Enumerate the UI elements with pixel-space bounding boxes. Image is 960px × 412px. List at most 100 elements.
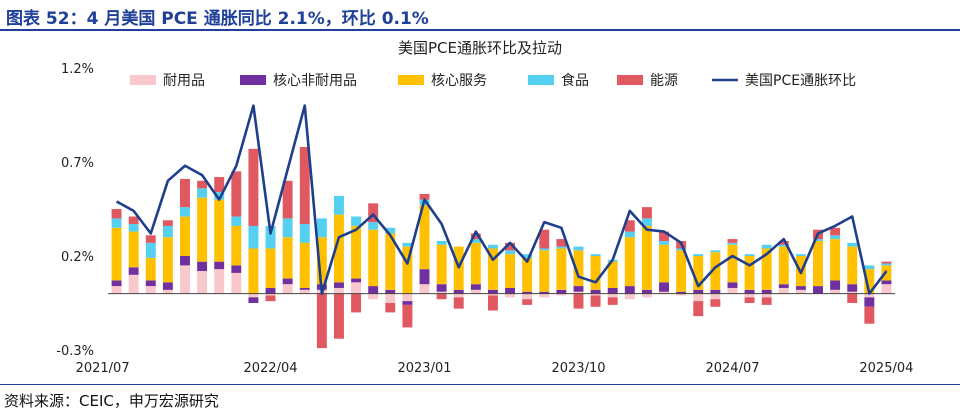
bar-segment [214,177,225,193]
bar-segment [847,284,858,292]
bar-segment [487,293,498,296]
bar-segment [316,218,327,238]
bar-segment [351,225,362,279]
bar-segment [436,244,447,285]
bar-segment [145,257,156,281]
bar-segment [299,287,310,290]
bar-segment [556,246,567,249]
bar-segment [813,286,823,294]
legend-swatch [240,75,266,85]
bar-segment [778,246,789,285]
bar-segment [727,244,738,283]
bar-segment [436,240,447,245]
bar-segment [162,237,173,283]
bar-segment [607,261,618,288]
bar-segment [539,229,550,249]
bar-segment [419,284,430,294]
bar-segment [402,242,413,247]
bar-segment [727,287,738,294]
bar-segment [607,293,618,298]
bar-segment [487,295,498,311]
bar-segment [710,299,721,307]
bar-segment [676,291,687,294]
bar-segment [864,293,875,298]
bar-segment [419,205,430,270]
bar-segment [573,250,584,287]
bar-segment [830,227,841,236]
bar-segment [659,231,669,241]
bar-segment [402,301,413,305]
bar-segment [744,289,755,294]
bar-segment [197,197,208,262]
bar-segment [556,293,567,296]
bar-segment [128,224,139,232]
chart-title: 美国PCE通胀环比及拉动 [398,39,562,57]
line-series [115,104,888,295]
bar-segment [214,192,225,200]
bar-segment [607,287,618,294]
bar-segment [864,297,875,307]
source-note: 资料来源：CEIC，申万宏源研究 [4,392,219,410]
bar-segment [419,193,430,200]
bar-segment [248,225,259,249]
y-tick-label: 0.2% [61,250,94,265]
x-tick-label: 2023/10 [551,361,605,376]
bar-segment [248,297,259,303]
bar-segment [231,272,242,294]
bar-segment [470,233,481,240]
bar-segment [316,293,327,349]
bar-segment [744,293,755,298]
bar-segment [368,203,379,223]
bar-segment [334,287,344,294]
bar-segment [197,180,208,189]
bar-segment [334,282,344,288]
bar-segment [265,248,276,288]
bar-segment [282,284,293,294]
bar-segment [522,299,533,305]
bar-segment [505,250,516,255]
bar-segment [778,244,789,247]
bar-segment [505,254,516,288]
bar-segment [265,295,276,302]
bar-segment [847,242,858,247]
bar-segment [316,237,327,285]
bar-segment [624,237,635,287]
bar-segment [659,240,669,245]
bar-segment [710,250,721,253]
y-tick-label: 0.7% [61,156,94,171]
bar-segment [334,293,344,339]
y-tick-label: -0.3% [56,344,94,359]
bar-segment [676,293,687,296]
bar-segment [693,289,704,294]
bar-segment [197,261,208,272]
bar-segment [641,293,652,298]
bar-segment [282,237,293,279]
bar-segment [470,239,481,243]
bar-segment [710,289,721,294]
bar-segment [368,286,379,294]
legend-swatch [398,75,424,85]
bar-segment [813,239,823,241]
bar-segment [419,269,430,285]
bar-segment [539,291,550,294]
pce-chart: 美国PCE通胀环比及拉动 耐用品 核心非耐用品 核心服务 食品 能源 美国PCE通胀环比 … [56,39,913,376]
bar-segment [385,227,396,234]
bar-segment [470,284,481,290]
bar-segment [505,287,516,294]
bar-segment [676,248,687,251]
bar-segment [282,278,293,285]
bar-segment [265,287,276,294]
bar-segment [351,282,362,294]
bar-segment [436,284,447,292]
bar-segment [385,303,396,313]
bar-segment [231,216,242,226]
bar-segment [385,289,396,294]
bar-segment [111,280,122,287]
bar-segment [214,199,225,262]
bar-segment [368,222,379,230]
bar-segment [693,301,704,317]
bar-segment [641,225,652,290]
bar-segment [710,293,721,300]
bar-segment [299,242,310,288]
bar-segment [248,148,259,226]
